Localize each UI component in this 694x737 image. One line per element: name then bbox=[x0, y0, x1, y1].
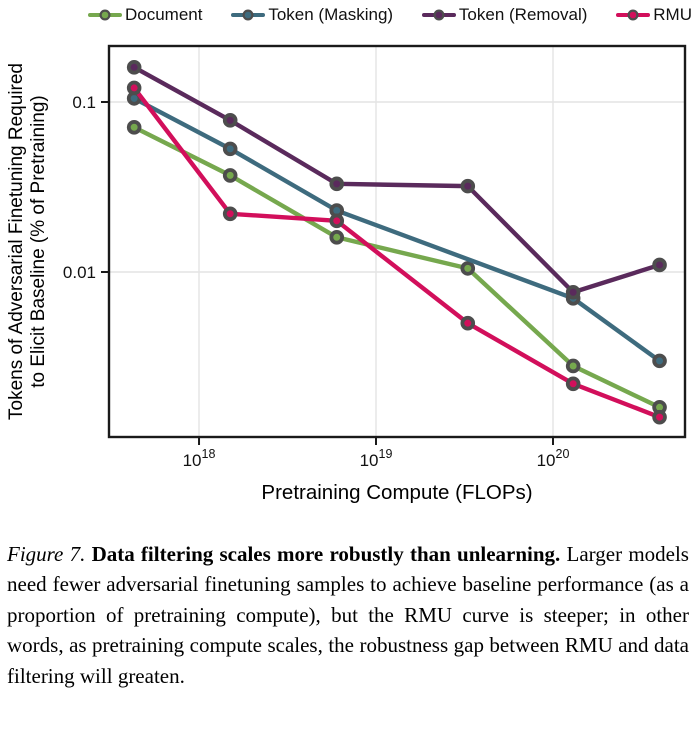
chart-legend: Document Token (Masking) Token (Removal) RM… bbox=[88, 5, 692, 25]
document-legend-marker-icon bbox=[88, 9, 122, 21]
x-axis-title: Pretraining Compute (FLOPs) bbox=[261, 481, 532, 504]
data-point-rmu bbox=[329, 213, 345, 229]
legend-item-token-masking: Token (Masking) bbox=[231, 5, 393, 25]
data-point-token-removal bbox=[222, 113, 238, 128]
token-removal-legend-marker-icon bbox=[421, 9, 456, 21]
rmu-legend-marker-icon bbox=[616, 9, 651, 21]
series-line-rmu bbox=[131, 85, 662, 420]
y-axis-title-line-2: to Elicit Baseline (% of Pretraining) bbox=[28, 95, 49, 388]
data-point-document bbox=[126, 119, 142, 135]
caption-body: Larger models need fewer adversarial fin… bbox=[7, 542, 689, 688]
y-tick-label: 0.01 bbox=[63, 263, 96, 282]
caption-figure-label: Figure 7. bbox=[7, 542, 86, 566]
chart-area: 1018 1019 1020 0.1 0.01 Pretraining Compute (… bbox=[6, 44, 687, 504]
data-point-document bbox=[329, 229, 345, 245]
data-point-document bbox=[460, 261, 476, 276]
plot-border bbox=[107, 44, 687, 439]
y-tick-label: 0.1 bbox=[72, 93, 96, 112]
legend-item-rmu: RMU bbox=[616, 5, 692, 25]
data-point-token-masking bbox=[222, 141, 238, 157]
data-point-rmu bbox=[126, 80, 142, 96]
x-tick-label: 1018 bbox=[183, 447, 216, 470]
data-point-token-removal bbox=[565, 284, 581, 300]
legend-label-token-masking: Token (Masking) bbox=[268, 5, 394, 24]
legend-item-token-removal: Token (Removal) bbox=[421, 5, 588, 25]
data-point-document bbox=[565, 358, 581, 374]
data-point-rmu bbox=[460, 315, 476, 331]
legend-item-document: Document bbox=[88, 5, 202, 25]
data-point-token-masking bbox=[652, 353, 667, 369]
caption-title: Data filtering scales more robustly than… bbox=[91, 542, 561, 566]
figure-caption: Figure 7. Data filtering scales more rob… bbox=[7, 539, 689, 691]
legend-label-token-removal: Token (Removal) bbox=[458, 5, 588, 24]
x-tick-label: 1019 bbox=[360, 447, 393, 470]
data-point-token-removal bbox=[126, 59, 142, 75]
data-point-token-removal bbox=[329, 176, 345, 192]
data-point-token-removal bbox=[460, 178, 476, 194]
legend-label-rmu: RMU bbox=[653, 5, 692, 24]
x-tick-label: 1020 bbox=[537, 447, 570, 470]
data-point-token-removal bbox=[652, 257, 667, 273]
chart-svg: 1018 1019 1020 0.1 0.01 Pretraining Compute (… bbox=[6, 44, 687, 504]
legend-label-document: Document bbox=[125, 5, 203, 24]
token-masking-legend-marker-icon bbox=[231, 9, 266, 21]
data-point-rmu bbox=[652, 409, 667, 425]
data-point-rmu bbox=[565, 376, 581, 392]
data-point-document bbox=[222, 168, 238, 183]
series-line-token-removal bbox=[131, 65, 662, 295]
series-line-document bbox=[131, 125, 662, 410]
y-axis-title-line-1: Tokens of Adversarial Finetuning Require… bbox=[6, 63, 27, 420]
data-point-rmu bbox=[222, 206, 238, 222]
series-line-token-masking bbox=[131, 96, 662, 364]
